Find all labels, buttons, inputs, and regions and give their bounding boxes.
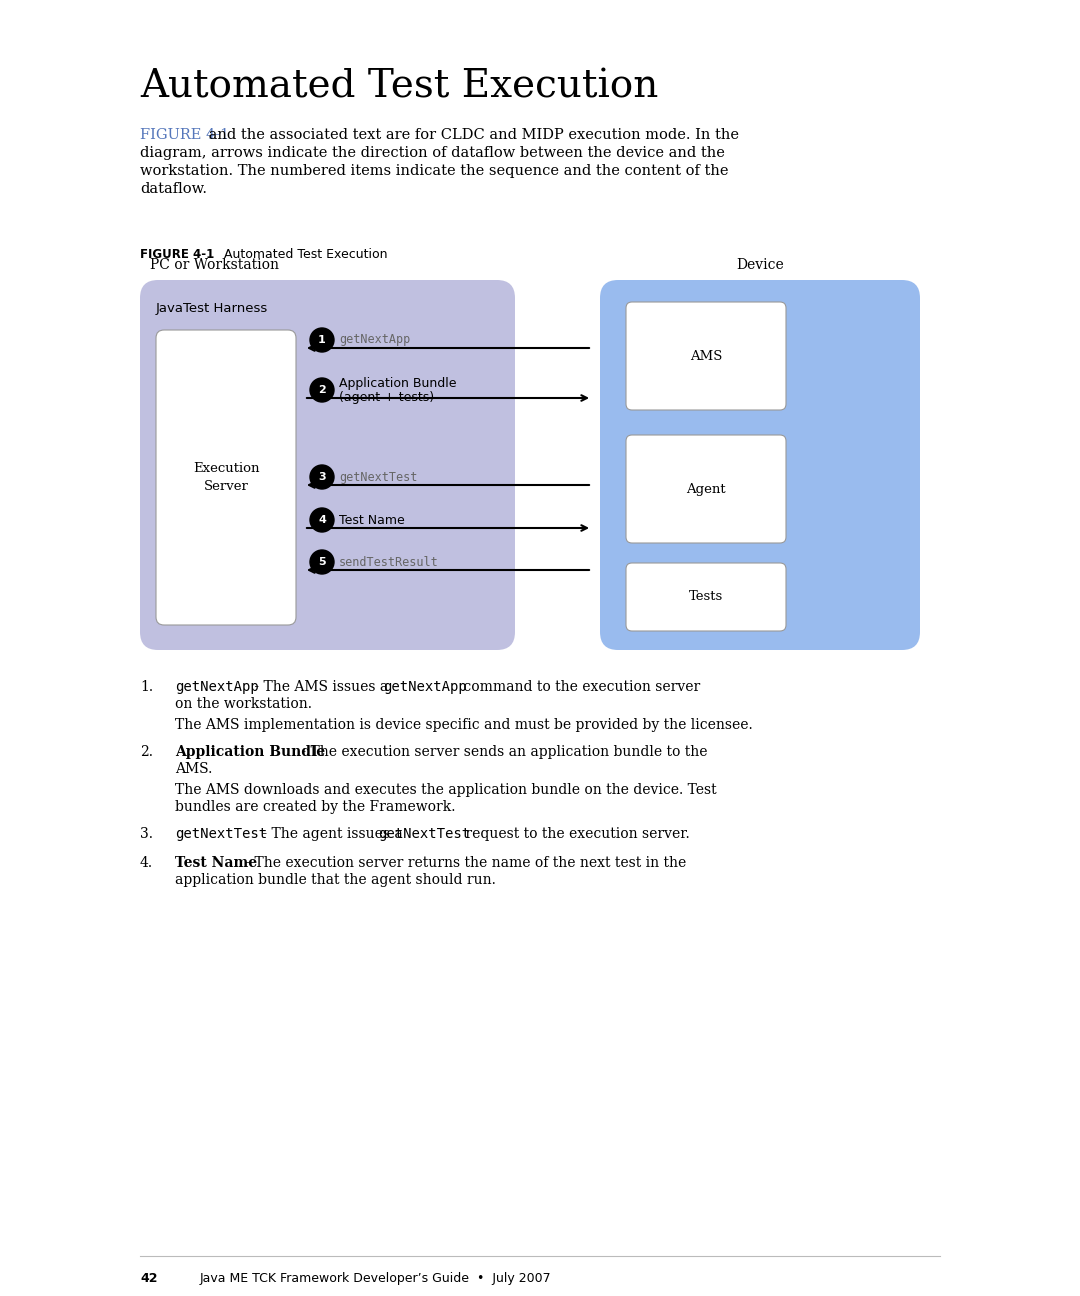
Text: 1: 1 (319, 334, 326, 345)
FancyBboxPatch shape (140, 280, 515, 651)
Text: - The AMS issues a: - The AMS issues a (249, 680, 393, 693)
Circle shape (310, 550, 334, 574)
Text: getNextApp: getNextApp (339, 333, 410, 346)
Text: The AMS downloads and executes the application bundle on the device. Test: The AMS downloads and executes the appli… (175, 783, 717, 797)
Text: and the associated text are for CLDC and MIDP execution mode. In the: and the associated text are for CLDC and… (204, 128, 739, 143)
Text: JavaTest Harness: JavaTest Harness (156, 302, 268, 315)
FancyBboxPatch shape (600, 280, 920, 651)
Text: bundles are created by the Framework.: bundles are created by the Framework. (175, 800, 456, 814)
Circle shape (310, 508, 334, 531)
Text: The AMS implementation is device specific and must be provided by the licensee.: The AMS implementation is device specifi… (175, 718, 753, 732)
Text: FIGURE 4-1: FIGURE 4-1 (140, 248, 214, 260)
Text: getNextApp: getNextApp (175, 680, 259, 693)
Text: application bundle that the agent should run.: application bundle that the agent should… (175, 874, 496, 886)
Text: Test Name: Test Name (339, 513, 405, 526)
Text: - The execution server sends an application bundle to the: - The execution server sends an applicat… (297, 745, 707, 759)
Text: AMS.: AMS. (175, 762, 213, 776)
Text: 1.: 1. (140, 680, 153, 693)
Text: - The execution server returns the name of the next test in the: - The execution server returns the name … (241, 855, 686, 870)
Text: 5: 5 (319, 557, 326, 568)
Text: AMS: AMS (690, 350, 723, 363)
Text: getNextApp: getNextApp (383, 680, 467, 693)
Text: 4: 4 (319, 515, 326, 525)
FancyBboxPatch shape (626, 435, 786, 543)
Circle shape (310, 328, 334, 353)
Text: Automated Test Execution: Automated Test Execution (140, 67, 659, 105)
Text: getNextTest: getNextTest (175, 827, 267, 841)
Text: 42: 42 (140, 1271, 158, 1286)
Text: FIGURE 4-1: FIGURE 4-1 (140, 128, 229, 143)
Text: workstation. The numbered items indicate the sequence and the content of the: workstation. The numbered items indicate… (140, 165, 729, 178)
Circle shape (310, 465, 334, 489)
Text: Agent: Agent (686, 482, 726, 495)
Text: 3.: 3. (140, 827, 153, 841)
Circle shape (310, 378, 334, 402)
Text: Application Bundle: Application Bundle (175, 745, 325, 759)
Text: 3: 3 (319, 472, 326, 482)
Text: Test Name: Test Name (175, 855, 257, 870)
FancyBboxPatch shape (626, 562, 786, 631)
Text: - The agent issues a: - The agent issues a (258, 827, 407, 841)
Text: 2.: 2. (140, 745, 153, 759)
Text: 4.: 4. (140, 855, 153, 870)
Text: Tests: Tests (689, 591, 724, 604)
Text: dataflow.: dataflow. (140, 181, 207, 196)
Text: 2: 2 (319, 385, 326, 395)
Text: on the workstation.: on the workstation. (175, 697, 312, 712)
Text: Automated Test Execution: Automated Test Execution (208, 248, 388, 260)
Text: Execution
Server: Execution Server (192, 461, 259, 492)
Text: getNextTest: getNextTest (378, 827, 470, 841)
Text: Application Bundle: Application Bundle (339, 377, 457, 390)
Text: diagram, arrows indicate the direction of dataflow between the device and the: diagram, arrows indicate the direction o… (140, 146, 725, 159)
FancyBboxPatch shape (156, 330, 296, 625)
Text: PC or Workstation: PC or Workstation (150, 258, 279, 272)
Text: (agent + tests): (agent + tests) (339, 390, 434, 403)
FancyBboxPatch shape (626, 302, 786, 410)
Text: request to the execution server.: request to the execution server. (461, 827, 690, 841)
Text: command to the execution server: command to the execution server (459, 680, 700, 693)
Text: Java ME TCK Framework Developer’s Guide  •  July 2007: Java ME TCK Framework Developer’s Guide … (200, 1271, 552, 1286)
Text: getNextTest: getNextTest (339, 470, 417, 483)
Text: Device: Device (737, 258, 784, 272)
Text: sendTestResult: sendTestResult (339, 556, 438, 569)
